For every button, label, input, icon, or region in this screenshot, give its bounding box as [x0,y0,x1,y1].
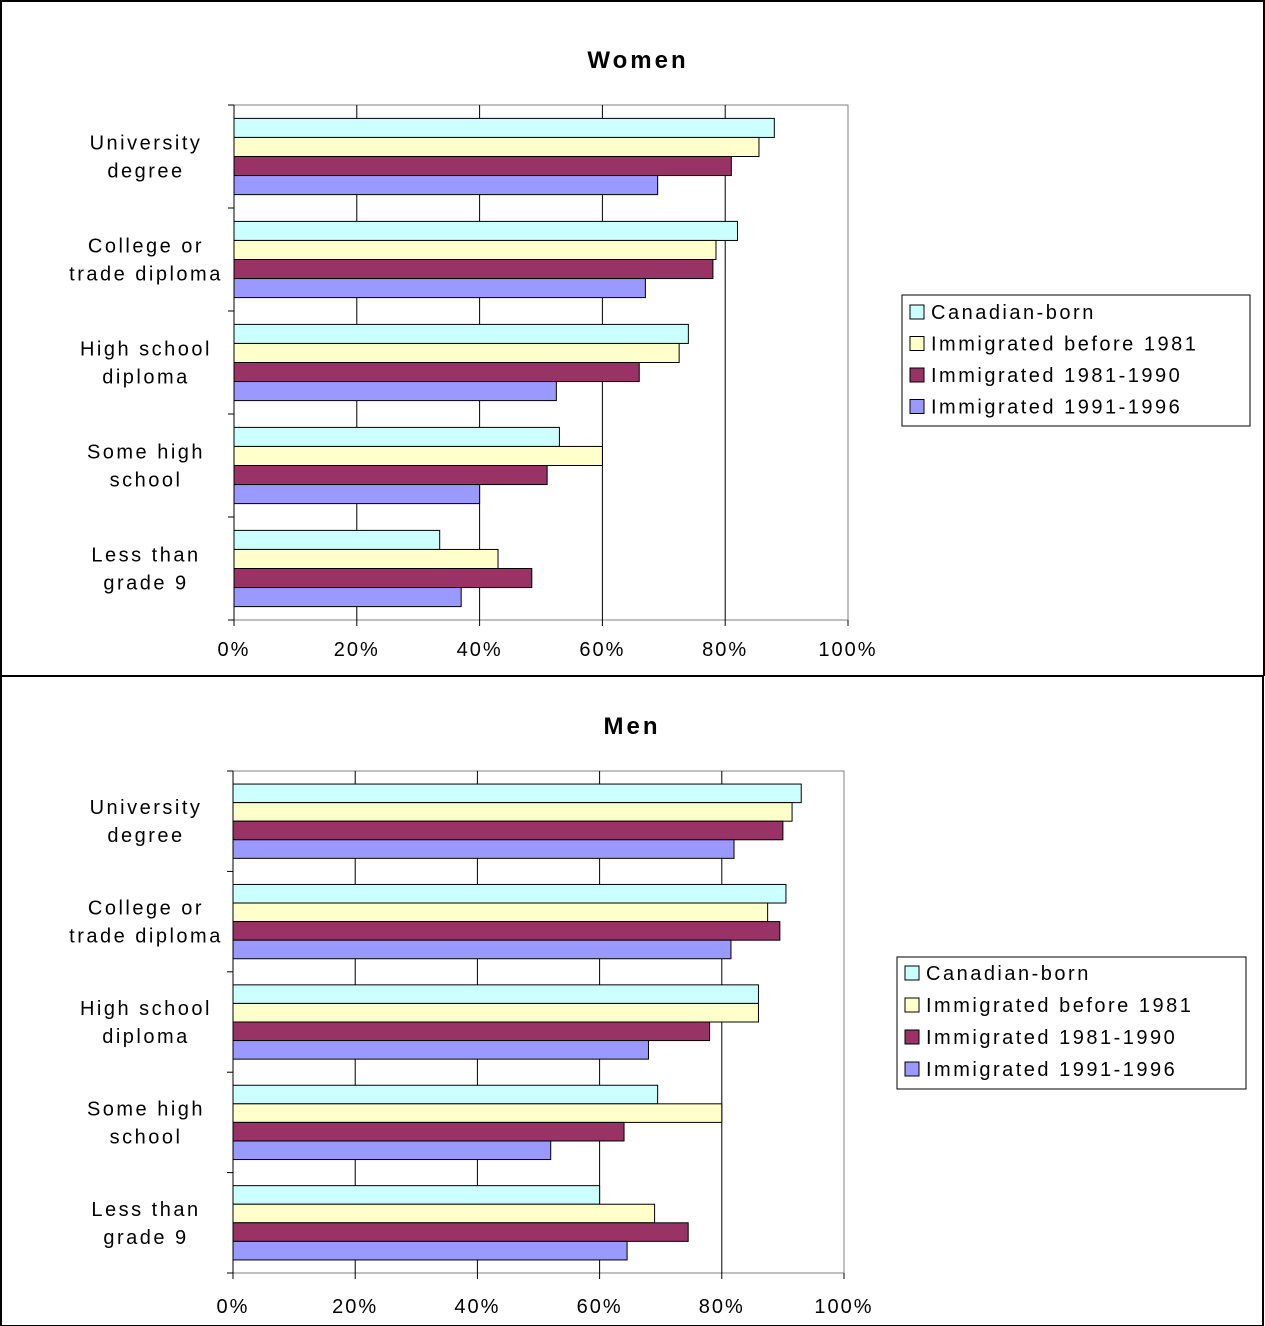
men-x-tick-label: 0% [217,1296,250,1318]
women-frame [0,0,1265,676]
men-bar [232,984,759,1004]
women-bar [233,381,557,402]
men-bar [232,839,735,859]
men-x-tick-label: 40% [454,1296,500,1318]
men-legend-swatch [904,1029,920,1045]
women-bar [233,220,738,241]
women-legend-label: Immigrated before 1981 [931,334,1198,356]
women-bar [233,548,499,570]
women-category-label: University [90,133,203,155]
women-bar [233,175,659,196]
women-x-tick-label: 0% [218,639,251,661]
men-category-label: High school [80,998,212,1020]
women-category-label: trade diploma [69,264,223,286]
women-legend-label: Immigrated 1991-1996 [931,397,1182,419]
women-bar [233,136,760,158]
men-bar [232,1185,601,1205]
men-bar [232,1203,656,1224]
women-bar [233,156,732,177]
men-bar [232,820,784,841]
men-bar [232,1222,689,1242]
women-chart-panel: Women 0% 20% 40% 60% 80% 100% University degree C… [0,0,1265,676]
men-category-label: University [90,797,203,819]
women-chart: Women 0% 20% 40% 60% 80% 100% University degree C… [0,0,1265,676]
men-category-label: school [110,1126,183,1148]
men-x-tick-label: 100% [814,1296,873,1318]
men-bar [232,1002,759,1023]
men-x-tick-label: 60% [577,1296,623,1318]
men-frame [0,676,1264,1326]
men-chart: Men 0% 20% 40% 60% 80% 100% University degree Col… [0,676,1264,1326]
women-bar [233,342,680,364]
men-category-label: trade diploma [69,926,223,948]
men-bar [232,1084,659,1105]
women-bar [233,239,717,261]
women-bar [233,587,462,608]
men-x-tick-label: 20% [332,1296,378,1318]
women-bar [233,484,481,505]
men-chart-panel: Men 0% 20% 40% 60% 80% 100% University degree Col… [0,676,1265,1326]
men-category-label: degree [107,825,184,847]
women-legend [901,294,1251,427]
women-category-label: Some high [87,442,205,464]
women-x-tick-label: 20% [334,639,380,661]
women-category-label: High school [80,339,212,361]
men-category-label: grade 9 [103,1227,188,1249]
women-bar [233,259,714,280]
women-category-label: College or [88,236,204,258]
women-category-label: Less than [91,545,200,567]
women-chart-title: Women [587,47,688,74]
men-bar [232,883,787,904]
men-bar [232,1040,649,1060]
men-legend-label: Immigrated 1981-1990 [926,1027,1177,1049]
men-bar [232,939,732,960]
women-bar [233,568,533,589]
men-bar [232,921,781,941]
men-category-label: Some high [87,1098,205,1120]
women-legend-label: Immigrated 1981-1990 [931,365,1182,387]
women-category-label: grade 9 [103,573,188,595]
men-bar [232,1121,625,1142]
men-legend-label: Immigrated before 1981 [926,995,1193,1017]
women-bar [233,362,640,383]
men-legend-label: Canadian-born [926,963,1091,985]
women-bar [233,323,689,344]
women-category-label: degree [107,161,184,183]
women-bar [233,445,603,467]
men-bar [232,802,793,822]
men-bar [232,783,802,804]
men-bar [232,1140,552,1161]
women-legend-swatch [909,399,925,414]
men-bar [232,1240,628,1261]
women-legend-swatch [909,336,925,351]
men-legend-swatch [904,997,920,1013]
men-category-label: College or [88,898,204,920]
men-bar [232,902,769,923]
women-legend-swatch [909,367,925,383]
men-category-label: diploma [102,1026,190,1048]
men-bar [232,1103,723,1123]
men-legend-swatch [904,965,920,981]
women-legend-label: Canadian-born [931,302,1096,324]
women-bar [233,465,548,486]
women-x-tick-label: 40% [457,639,503,661]
women-legend-swatch [909,304,925,320]
women-bar [233,426,560,447]
women-x-tick-label: 80% [702,639,748,661]
men-chart-title: Men [604,713,661,740]
men-x-tick-label: 80% [699,1296,745,1318]
women-x-tick-label: 100% [818,639,877,661]
women-category-label: school [110,470,183,492]
women-bar [233,117,775,138]
men-legend-label: Immigrated 1991-1996 [926,1059,1177,1081]
men-legend [896,956,1247,1090]
men-legend-swatch [904,1061,920,1077]
women-bar [233,278,646,299]
women-category-label: diploma [102,367,190,389]
women-bar [233,529,441,550]
men-bar [232,1021,711,1042]
women-x-tick-label: 60% [579,639,625,661]
men-category-label: Less than [91,1199,200,1221]
